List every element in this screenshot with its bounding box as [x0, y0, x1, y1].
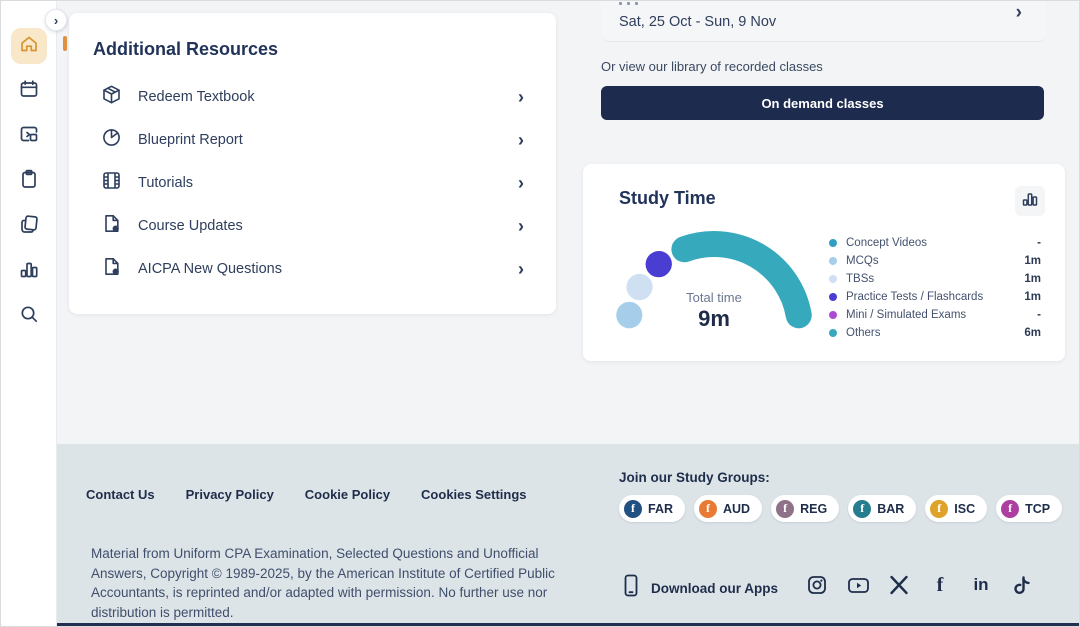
sidebar-item-clipboard[interactable] [11, 163, 47, 199]
resource-item-blueprint-report[interactable]: Blueprint Report › [101, 126, 536, 153]
resource-item-label: Tutorials [138, 174, 194, 191]
study-group-far[interactable]: f FAR [619, 495, 685, 522]
pdf-document-icon [101, 256, 122, 282]
facebook-icon: f [776, 499, 795, 518]
search-icon [18, 303, 40, 330]
sidebar-item-resume-session[interactable] [11, 118, 47, 154]
legend-row: Concept Videos - [829, 234, 1041, 252]
study-group-bar[interactable]: f BAR [848, 495, 917, 522]
legend-row: Practice Tests / Flashcards 1m [829, 288, 1041, 306]
pie-chart-icon [101, 127, 122, 153]
legend-dot [829, 239, 837, 247]
resource-item-aicpa-new-questions[interactable]: AICPA New Questions › [101, 255, 536, 282]
study-time-card: Study Time Total time 9m Concept Videos … [583, 164, 1065, 361]
legend-row: MCQs 1m [829, 252, 1041, 270]
pdf-document-icon [101, 213, 122, 239]
resource-item-label: AICPA New Questions [138, 260, 282, 277]
facebook-icon[interactable]: f [936, 573, 944, 596]
download-apps-button[interactable]: Download our Apps [621, 574, 778, 603]
youtube-icon[interactable] [846, 572, 870, 598]
stats-icon [18, 258, 40, 285]
legend-dot [829, 311, 837, 319]
chevron-right-icon: › [518, 258, 524, 279]
study-group-tcp[interactable]: f TCP [996, 495, 1063, 522]
resource-item-course-updates[interactable]: Course Updates › [101, 212, 536, 239]
class-schedule-row[interactable]: Sat, 25 Oct - Sun, 9 Nov › [601, 1, 1046, 42]
class-date-range: Sat, 25 Oct - Sun, 9 Nov [619, 14, 777, 30]
resume-session-icon [18, 123, 40, 150]
sidebar-item-calendar[interactable] [11, 73, 47, 109]
sidebar-item-flashcards[interactable] [11, 208, 47, 244]
footer-link-cookies-settings[interactable]: Cookies Settings [421, 487, 527, 502]
copyright-text: Material from Uniform CPA Examination, S… [91, 546, 555, 621]
footer-link-cookie-policy[interactable]: Cookie Policy [304, 487, 391, 502]
resource-item-redeem-textbook[interactable]: Redeem Textbook › [101, 83, 536, 110]
clipped-class-title [619, 2, 638, 5]
gauge-center-label: Total time [686, 290, 742, 305]
study-group-aud[interactable]: f AUD [694, 495, 763, 522]
study-group-reg[interactable]: f REG [771, 495, 840, 522]
legend-dot [829, 329, 837, 337]
footer-link-contact-us[interactable]: Contact Us [86, 487, 155, 502]
resource-item-label: Course Updates [138, 217, 243, 234]
facebook-icon: f [930, 499, 949, 518]
chart-view-toggle-button[interactable] [1015, 186, 1045, 216]
footer-link-privacy-policy[interactable]: Privacy Policy [185, 487, 274, 502]
chevron-right-icon: › [518, 215, 524, 236]
tiktok-icon[interactable] [1010, 572, 1034, 598]
legend-row: Mini / Simulated Exams - [829, 306, 1041, 324]
clipboard-icon [18, 168, 40, 195]
mobile-phone-icon [621, 574, 641, 603]
study-groups-heading: Join our Study Groups: [619, 470, 770, 485]
chevron-right-icon: › [518, 172, 524, 193]
study-time-legend: Concept Videos - MCQs 1m TBSs 1m Practic… [829, 234, 1041, 342]
flashcards-icon [18, 213, 40, 240]
recorded-classes-text: Or view our library of recorded classes [601, 59, 823, 74]
sidebar [1, 1, 57, 626]
resource-item-tutorials[interactable]: Tutorials › [101, 169, 536, 196]
facebook-icon: f [853, 499, 872, 518]
facebook-icon: f [624, 499, 642, 518]
study-time-gauge [599, 216, 829, 346]
legend-row: Others 6m [829, 324, 1041, 342]
film-icon [101, 170, 122, 196]
sidebar-expand-button[interactable]: › [45, 9, 67, 31]
gauge-total-value: 9m [698, 306, 730, 331]
x-twitter-icon[interactable] [887, 572, 911, 598]
bar-chart-icon [1021, 190, 1039, 213]
linkedin-icon[interactable]: in [973, 575, 989, 594]
sidebar-item-stats[interactable] [11, 253, 47, 289]
additional-resources-title: Additional Resources [93, 39, 279, 59]
package-icon [101, 84, 122, 110]
sidebar-item-search[interactable] [11, 298, 47, 334]
bottom-edge-bar [1, 623, 1079, 626]
next-week-chevron-icon[interactable]: › [1015, 2, 1022, 23]
calendar-icon [18, 78, 40, 105]
home-icon [18, 33, 40, 60]
additional-resources-card: Additional Resources Redeem Textbook › [69, 13, 556, 314]
chevron-right-icon: › [518, 129, 524, 150]
study-group-pills: f FAR f AUD f REG f BAR f ISC f TCP [619, 495, 1063, 522]
resource-item-label: Redeem Textbook [138, 88, 255, 105]
facebook-icon: f [1001, 499, 1020, 518]
chevron-right-icon: › [518, 86, 524, 107]
sidebar-item-home[interactable] [10, 28, 47, 64]
notification-fragment [63, 36, 67, 51]
footer-links: Contact Us Privacy Policy Cookie Policy … [86, 487, 527, 502]
facebook-icon: f [699, 499, 717, 518]
study-time-title: Study Time [619, 188, 716, 208]
legend-dot [829, 257, 837, 265]
resource-item-label: Blueprint Report [138, 131, 243, 148]
footer: Contact Us Privacy Policy Cookie Policy … [57, 444, 1079, 626]
legend-dot [829, 275, 837, 283]
study-group-isc[interactable]: f ISC [925, 495, 988, 522]
legend-row: TBSs 1m [829, 270, 1041, 288]
on-demand-classes-button[interactable]: On demand classes [601, 86, 1044, 120]
social-icons: f in [805, 572, 1034, 598]
instagram-icon[interactable] [805, 572, 829, 598]
legend-dot [829, 293, 837, 301]
